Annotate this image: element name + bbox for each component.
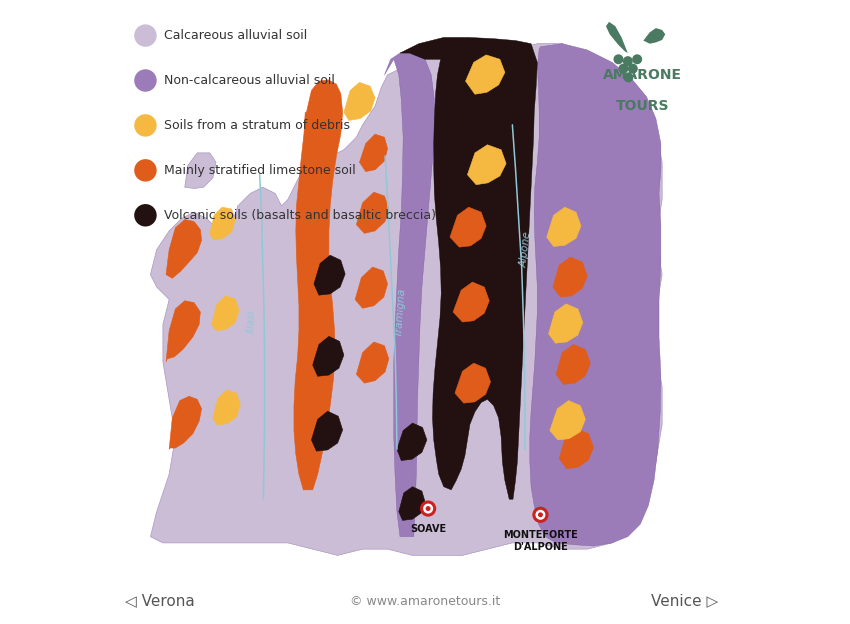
Circle shape: [532, 507, 548, 523]
Circle shape: [134, 204, 156, 227]
Text: TOURS: TOURS: [615, 99, 669, 113]
Circle shape: [423, 504, 434, 514]
Circle shape: [628, 64, 638, 74]
Polygon shape: [344, 82, 375, 120]
Text: MONTEFORTE
D'ALPONE: MONTEFORTE D'ALPONE: [503, 530, 578, 552]
Text: SOAVE: SOAVE: [410, 524, 446, 534]
Polygon shape: [360, 134, 388, 172]
Polygon shape: [559, 429, 593, 469]
Polygon shape: [313, 336, 344, 376]
Polygon shape: [399, 487, 425, 520]
Polygon shape: [450, 207, 486, 247]
Polygon shape: [397, 423, 427, 461]
Polygon shape: [556, 344, 591, 384]
Polygon shape: [355, 267, 388, 308]
Circle shape: [134, 114, 156, 137]
Circle shape: [134, 159, 156, 182]
Circle shape: [426, 506, 431, 511]
Polygon shape: [356, 192, 388, 233]
Text: Calcareous alluvial soil: Calcareous alluvial soil: [164, 29, 308, 42]
Polygon shape: [212, 390, 241, 425]
Text: © www.amaronetours.it: © www.amaronetours.it: [350, 595, 500, 608]
Text: AMARONE: AMARONE: [603, 68, 682, 82]
Text: Volcanic soils (basalts and basaltic breccia): Volcanic soils (basalts and basaltic bre…: [164, 209, 436, 222]
Polygon shape: [314, 255, 345, 295]
Circle shape: [623, 56, 632, 66]
Text: Tramigna: Tramigna: [394, 287, 407, 337]
Polygon shape: [166, 301, 201, 362]
Circle shape: [632, 54, 642, 64]
Text: Soils from a stratum of debris: Soils from a stratum of debris: [164, 119, 350, 132]
Text: Mainly stratified limestone soil: Mainly stratified limestone soil: [164, 164, 356, 177]
Text: Venice ▷: Venice ▷: [651, 593, 718, 608]
Polygon shape: [530, 44, 660, 546]
Polygon shape: [606, 22, 628, 53]
Polygon shape: [550, 401, 586, 440]
Polygon shape: [294, 80, 343, 490]
Circle shape: [134, 69, 156, 92]
Circle shape: [420, 500, 436, 517]
Circle shape: [619, 64, 628, 74]
Text: Illasi: Illasi: [246, 310, 257, 333]
Circle shape: [623, 72, 633, 82]
Polygon shape: [166, 220, 201, 278]
Polygon shape: [210, 207, 235, 240]
Polygon shape: [356, 342, 388, 383]
Polygon shape: [453, 282, 490, 322]
Polygon shape: [169, 396, 201, 449]
Polygon shape: [400, 37, 537, 499]
Text: Alpone: Alpone: [519, 231, 533, 268]
Polygon shape: [384, 53, 434, 537]
Polygon shape: [466, 55, 505, 94]
Polygon shape: [468, 145, 506, 185]
Text: Non-calcareous alluvial soil: Non-calcareous alluvial soil: [164, 74, 335, 87]
Polygon shape: [643, 28, 666, 44]
Polygon shape: [552, 257, 587, 297]
Circle shape: [536, 510, 546, 520]
Polygon shape: [212, 296, 239, 331]
Polygon shape: [455, 363, 490, 403]
Circle shape: [134, 24, 156, 47]
Circle shape: [614, 54, 623, 64]
Polygon shape: [150, 44, 662, 555]
Text: ◁ Verona: ◁ Verona: [126, 593, 196, 608]
Polygon shape: [547, 207, 581, 246]
Polygon shape: [548, 304, 583, 343]
Polygon shape: [311, 411, 343, 451]
Circle shape: [538, 512, 543, 517]
Polygon shape: [184, 153, 216, 188]
